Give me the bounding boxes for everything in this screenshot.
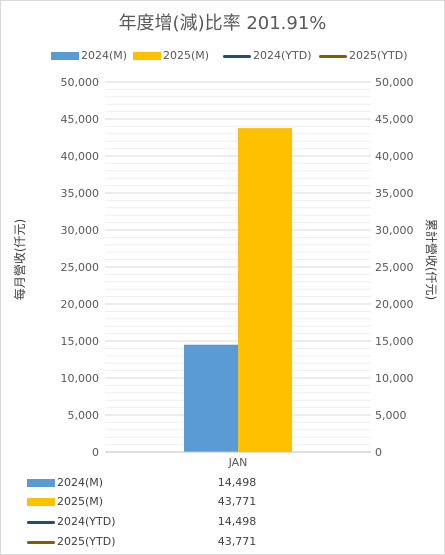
- data-table-key: 2024(YTD): [27, 515, 116, 528]
- y-tick-left: 35,000: [61, 187, 100, 200]
- data-table-swatch: [27, 479, 55, 487]
- legend-item-2025-ytd: 2025(YTD): [319, 49, 408, 62]
- data-table-series-name: 2024(M): [57, 476, 104, 489]
- data-table-swatch: [27, 540, 55, 544]
- data-table-key: 2025(YTD): [27, 535, 116, 548]
- legend-item-2024-m: 2024(M): [51, 49, 127, 62]
- legend-swatch: [223, 54, 251, 58]
- data-table-swatch: [27, 520, 55, 524]
- y-tick-left: 15,000: [61, 335, 100, 348]
- y-tick-left: 10,000: [61, 372, 100, 385]
- y-tick-left: 50,000: [61, 76, 100, 89]
- y-tick-left: 40,000: [61, 150, 100, 163]
- y-tick-right: 25,000: [375, 261, 414, 274]
- y-tick-right: 30,000: [375, 224, 414, 237]
- data-table-value: 14,498: [217, 515, 257, 528]
- legend-label: 2025(YTD): [349, 49, 408, 62]
- y-tick-right: 35,000: [375, 187, 414, 200]
- chart-plot: 0 0 5,000 5,000 10,000 10,000 15,000 15,000 20,0…: [61, 76, 414, 469]
- data-table-row: 2025(M) 43,771: [1, 492, 444, 512]
- legend-item-2024-ytd: 2024(YTD): [223, 49, 312, 62]
- data-table-row: 2025(YTD) 43,771: [1, 532, 444, 552]
- y-tick-left: 25,000: [61, 261, 100, 274]
- data-table-series-name: 2024(YTD): [57, 515, 116, 528]
- legend-label: 2025(M): [163, 49, 210, 62]
- legend-item-2025-m: 2025(M): [133, 49, 209, 62]
- y-tick-right: 45,000: [375, 113, 414, 126]
- y-tick-left: 0: [92, 446, 99, 459]
- y-tick-right: 50,000: [375, 76, 414, 89]
- data-table-series-name: 2025(M): [57, 495, 104, 508]
- data-table-row: 2024(YTD) 14,498: [1, 512, 444, 532]
- legend-label: 2024(M): [81, 49, 128, 62]
- data-table-key: 2024(M): [27, 476, 103, 489]
- data-table-key: 2025(M): [27, 495, 103, 508]
- y-tick-left: 45,000: [61, 113, 100, 126]
- y-tick-left: 5,000: [68, 409, 100, 422]
- legend-swatch: [133, 52, 161, 60]
- data-table-value: 43,771: [217, 535, 257, 548]
- data-table-value: 43,771: [217, 495, 257, 508]
- data-table-value: 14,498: [217, 476, 257, 489]
- data-table-swatch: [27, 498, 55, 506]
- y-tick-right: 20,000: [375, 298, 414, 311]
- y-tick-right: 15,000: [375, 335, 414, 348]
- bar-2024(M): [184, 344, 238, 452]
- data-table-series-name: 2025(YTD): [57, 535, 116, 548]
- legend-label: 2024(YTD): [253, 49, 312, 62]
- y-tick-left: 30,000: [61, 224, 100, 237]
- y-tick-left: 20,000: [61, 298, 100, 311]
- y-tick-right: 0: [375, 446, 382, 459]
- y-tick-right: 5,000: [375, 409, 407, 422]
- y-tick-right: 10,000: [375, 372, 414, 385]
- legend-swatch: [319, 54, 347, 58]
- data-table-row: 2024(M) 14,498: [1, 473, 444, 493]
- y-tick-right: 40,000: [375, 150, 414, 163]
- x-tick-label: JAN: [228, 456, 248, 469]
- legend-swatch: [51, 52, 79, 60]
- bar-2025(M): [238, 128, 292, 452]
- chart-title: 年度增(減)比率 201.91%: [118, 13, 327, 34]
